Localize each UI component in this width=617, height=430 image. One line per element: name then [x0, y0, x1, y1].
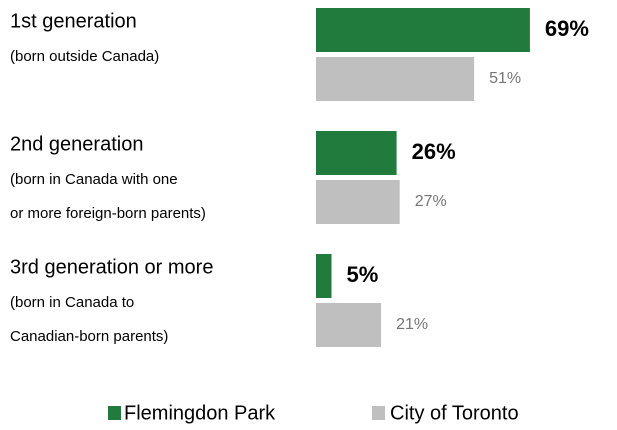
- category-label: 1st generation: [10, 10, 137, 32]
- category-note: (born in Canada to: [10, 294, 134, 311]
- legend-swatch: [372, 406, 385, 420]
- category-note: Canadian-born parents): [10, 328, 168, 345]
- value-label: 51%: [489, 70, 521, 87]
- bar: [316, 303, 382, 347]
- category-note: or more foreign-born parents): [10, 205, 206, 222]
- value-label: 26%: [412, 139, 456, 164]
- value-label: 27%: [415, 193, 447, 210]
- bar: [316, 131, 397, 175]
- value-label: 69%: [545, 16, 589, 41]
- bar: [316, 180, 400, 224]
- bar: [316, 254, 332, 298]
- value-label: 5%: [347, 262, 379, 287]
- bar: [316, 8, 530, 52]
- category-label: 3rd generation or more: [10, 256, 213, 278]
- category-label: 2nd generation: [10, 133, 143, 155]
- legend-swatch: [108, 406, 121, 420]
- bar: [316, 57, 475, 101]
- value-label: 21%: [396, 316, 428, 333]
- legend-label: Flemingdon Park: [124, 402, 276, 424]
- category-note: (born outside Canada): [10, 48, 159, 65]
- legend-label: City of Toronto: [390, 402, 519, 424]
- category-note: (born in Canada with one: [10, 171, 178, 188]
